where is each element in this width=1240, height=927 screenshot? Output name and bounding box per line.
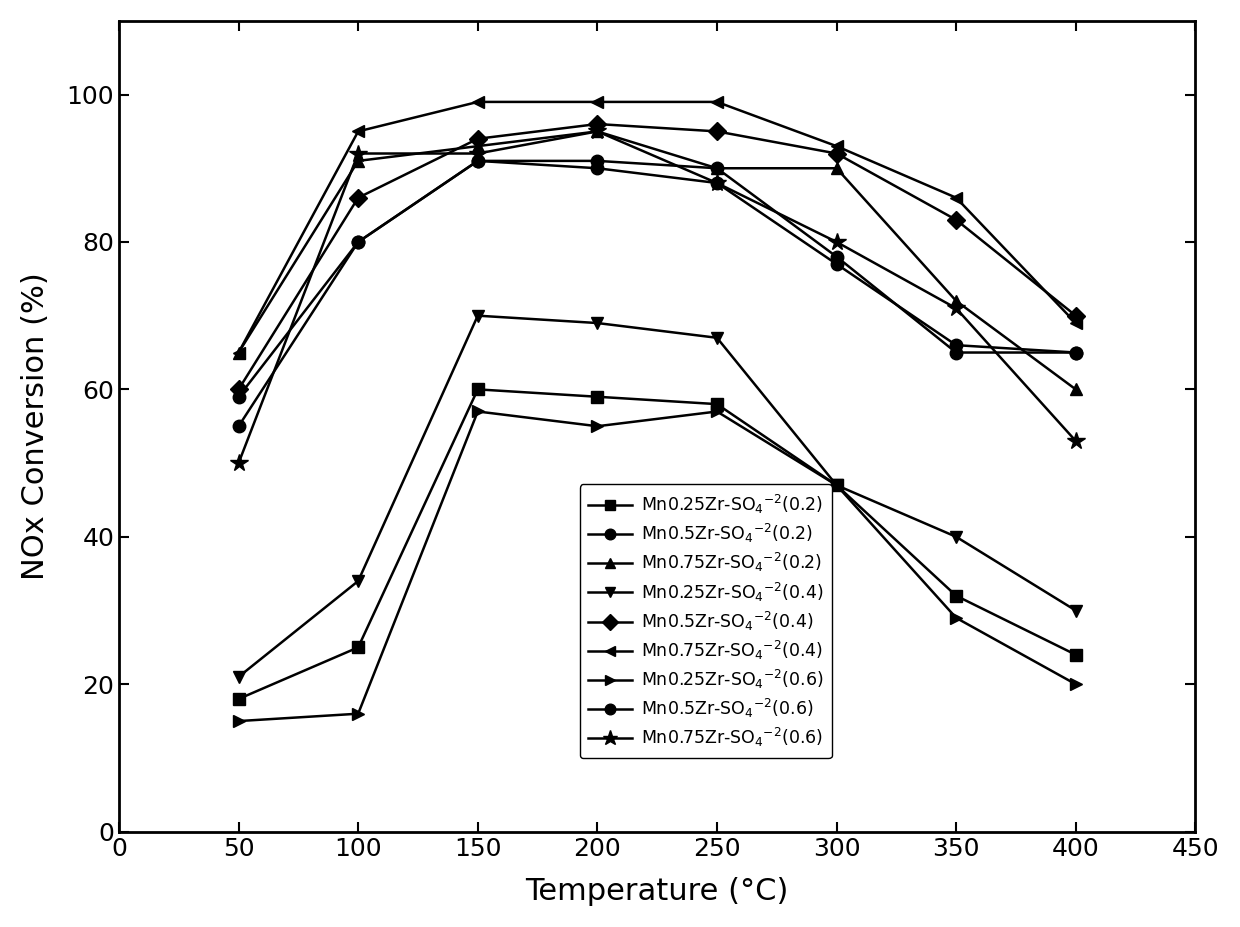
Mn0.5Zr-SO$_4$$^{-2}$(0.2) [470, 156, 485, 167]
Mn0.25Zr-SO$_4$$^{-2}$(0.2) [830, 479, 844, 490]
Line: Mn0.5Zr-SO$_4$$^{-2}$(0.6): Mn0.5Zr-SO$_4$$^{-2}$(0.6) [232, 155, 1083, 403]
Line: Mn0.75Zr-SO$_4$$^{-2}$(0.2): Mn0.75Zr-SO$_4$$^{-2}$(0.2) [232, 125, 1083, 396]
Mn0.5Zr-SO$_4$$^{-2}$(0.6) [470, 156, 485, 167]
Mn0.25Zr-SO$_4$$^{-2}$(0.4) [590, 317, 605, 328]
Mn0.75Zr-SO$_4$$^{-2}$(0.2) [590, 126, 605, 137]
Mn0.5Zr-SO$_4$$^{-2}$(0.4) [470, 133, 485, 145]
Mn0.75Zr-SO$_4$$^{-2}$(0.4) [351, 126, 366, 137]
Mn0.75Zr-SO$_4$$^{-2}$(0.6) [470, 148, 485, 159]
Mn0.5Zr-SO$_4$$^{-2}$(0.4) [709, 126, 724, 137]
Line: Mn0.75Zr-SO$_4$$^{-2}$(0.6): Mn0.75Zr-SO$_4$$^{-2}$(0.6) [229, 122, 1085, 472]
Mn0.5Zr-SO$_4$$^{-2}$(0.4) [949, 214, 963, 225]
Line: Mn0.5Zr-SO$_4$$^{-2}$(0.4): Mn0.5Zr-SO$_4$$^{-2}$(0.4) [232, 118, 1083, 396]
Mn0.25Zr-SO$_4$$^{-2}$(0.2) [949, 590, 963, 602]
Mn0.75Zr-SO$_4$$^{-2}$(0.2) [470, 141, 485, 152]
Legend: Mn0.25Zr-SO$_4$$^{-2}$(0.2), Mn0.5Zr-SO$_4$$^{-2}$(0.2), Mn0.75Zr-SO$_4$$^{-2}$(: Mn0.25Zr-SO$_4$$^{-2}$(0.2), Mn0.5Zr-SO$… [580, 484, 832, 758]
Mn0.75Zr-SO$_4$$^{-2}$(0.2) [830, 163, 844, 174]
Mn0.75Zr-SO$_4$$^{-2}$(0.2) [351, 156, 366, 167]
Mn0.75Zr-SO$_4$$^{-2}$(0.2) [709, 163, 724, 174]
Mn0.25Zr-SO$_4$$^{-2}$(0.6) [470, 406, 485, 417]
Mn0.25Zr-SO$_4$$^{-2}$(0.4) [470, 311, 485, 322]
Mn0.25Zr-SO$_4$$^{-2}$(0.2) [470, 384, 485, 395]
Mn0.75Zr-SO$_4$$^{-2}$(0.2) [1069, 384, 1084, 395]
Mn0.75Zr-SO$_4$$^{-2}$(0.6) [709, 177, 724, 188]
Mn0.5Zr-SO$_4$$^{-2}$(0.4) [830, 148, 844, 159]
Mn0.75Zr-SO$_4$$^{-2}$(0.6) [1069, 436, 1084, 447]
Mn0.5Zr-SO$_4$$^{-2}$(0.6) [351, 236, 366, 248]
Mn0.75Zr-SO$_4$$^{-2}$(0.4) [590, 96, 605, 108]
Mn0.5Zr-SO$_4$$^{-2}$(0.6) [830, 251, 844, 262]
Mn0.5Zr-SO$_4$$^{-2}$(0.6) [590, 156, 605, 167]
Mn0.25Zr-SO$_4$$^{-2}$(0.2) [351, 641, 366, 653]
Mn0.5Zr-SO$_4$$^{-2}$(0.6) [709, 163, 724, 174]
Line: Mn0.25Zr-SO$_4$$^{-2}$(0.4): Mn0.25Zr-SO$_4$$^{-2}$(0.4) [232, 310, 1083, 683]
Mn0.25Zr-SO$_4$$^{-2}$(0.4) [830, 479, 844, 490]
Mn0.75Zr-SO$_4$$^{-2}$(0.2) [949, 296, 963, 307]
Mn0.25Zr-SO$_4$$^{-2}$(0.6) [1069, 679, 1084, 690]
Mn0.5Zr-SO$_4$$^{-2}$(0.4) [351, 192, 366, 203]
Mn0.75Zr-SO$_4$$^{-2}$(0.4) [231, 347, 246, 358]
Line: Mn0.25Zr-SO$_4$$^{-2}$(0.2): Mn0.25Zr-SO$_4$$^{-2}$(0.2) [232, 383, 1083, 705]
Mn0.25Zr-SO$_4$$^{-2}$(0.6) [231, 716, 246, 727]
Y-axis label: NOx Conversion (%): NOx Conversion (%) [21, 273, 50, 580]
Mn0.25Zr-SO$_4$$^{-2}$(0.6) [709, 406, 724, 417]
Mn0.25Zr-SO$_4$$^{-2}$(0.4) [949, 531, 963, 542]
Mn0.75Zr-SO$_4$$^{-2}$(0.4) [470, 96, 485, 108]
Line: Mn0.75Zr-SO$_4$$^{-2}$(0.4): Mn0.75Zr-SO$_4$$^{-2}$(0.4) [232, 95, 1083, 359]
Mn0.5Zr-SO$_4$$^{-2}$(0.6) [949, 347, 963, 358]
Mn0.75Zr-SO$_4$$^{-2}$(0.6) [830, 236, 844, 248]
Mn0.75Zr-SO$_4$$^{-2}$(0.6) [231, 458, 246, 469]
Line: Mn0.5Zr-SO$_4$$^{-2}$(0.2): Mn0.5Zr-SO$_4$$^{-2}$(0.2) [232, 155, 1083, 433]
Mn0.75Zr-SO$_4$$^{-2}$(0.4) [949, 192, 963, 203]
X-axis label: Temperature (°C): Temperature (°C) [526, 877, 789, 907]
Mn0.5Zr-SO$_4$$^{-2}$(0.4) [231, 384, 246, 395]
Mn0.25Zr-SO$_4$$^{-2}$(0.2) [709, 399, 724, 410]
Line: Mn0.25Zr-SO$_4$$^{-2}$(0.6): Mn0.25Zr-SO$_4$$^{-2}$(0.6) [232, 405, 1083, 728]
Mn0.5Zr-SO$_4$$^{-2}$(0.2) [231, 421, 246, 432]
Mn0.25Zr-SO$_4$$^{-2}$(0.6) [949, 613, 963, 624]
Mn0.25Zr-SO$_4$$^{-2}$(0.6) [590, 421, 605, 432]
Mn0.75Zr-SO$_4$$^{-2}$(0.6) [590, 126, 605, 137]
Mn0.75Zr-SO$_4$$^{-2}$(0.6) [949, 303, 963, 314]
Mn0.5Zr-SO$_4$$^{-2}$(0.2) [949, 339, 963, 350]
Mn0.5Zr-SO$_4$$^{-2}$(0.6) [231, 391, 246, 402]
Mn0.25Zr-SO$_4$$^{-2}$(0.4) [709, 332, 724, 343]
Mn0.75Zr-SO$_4$$^{-2}$(0.4) [1069, 317, 1084, 328]
Mn0.25Zr-SO$_4$$^{-2}$(0.4) [231, 671, 246, 682]
Mn0.75Zr-SO$_4$$^{-2}$(0.4) [709, 96, 724, 108]
Mn0.75Zr-SO$_4$$^{-2}$(0.2) [231, 347, 246, 358]
Mn0.5Zr-SO$_4$$^{-2}$(0.2) [351, 236, 366, 248]
Mn0.5Zr-SO$_4$$^{-2}$(0.2) [709, 177, 724, 188]
Mn0.25Zr-SO$_4$$^{-2}$(0.2) [590, 391, 605, 402]
Mn0.25Zr-SO$_4$$^{-2}$(0.2) [1069, 649, 1084, 660]
Mn0.25Zr-SO$_4$$^{-2}$(0.4) [351, 576, 366, 587]
Mn0.25Zr-SO$_4$$^{-2}$(0.4) [1069, 605, 1084, 616]
Mn0.5Zr-SO$_4$$^{-2}$(0.6) [1069, 347, 1084, 358]
Mn0.5Zr-SO$_4$$^{-2}$(0.2) [590, 163, 605, 174]
Mn0.25Zr-SO$_4$$^{-2}$(0.2) [231, 693, 246, 705]
Mn0.75Zr-SO$_4$$^{-2}$(0.6) [351, 148, 366, 159]
Mn0.75Zr-SO$_4$$^{-2}$(0.4) [830, 141, 844, 152]
Mn0.5Zr-SO$_4$$^{-2}$(0.2) [830, 259, 844, 270]
Mn0.5Zr-SO$_4$$^{-2}$(0.2) [1069, 347, 1084, 358]
Mn0.5Zr-SO$_4$$^{-2}$(0.4) [590, 119, 605, 130]
Mn0.25Zr-SO$_4$$^{-2}$(0.6) [830, 479, 844, 490]
Mn0.25Zr-SO$_4$$^{-2}$(0.6) [351, 708, 366, 719]
Mn0.5Zr-SO$_4$$^{-2}$(0.4) [1069, 311, 1084, 322]
